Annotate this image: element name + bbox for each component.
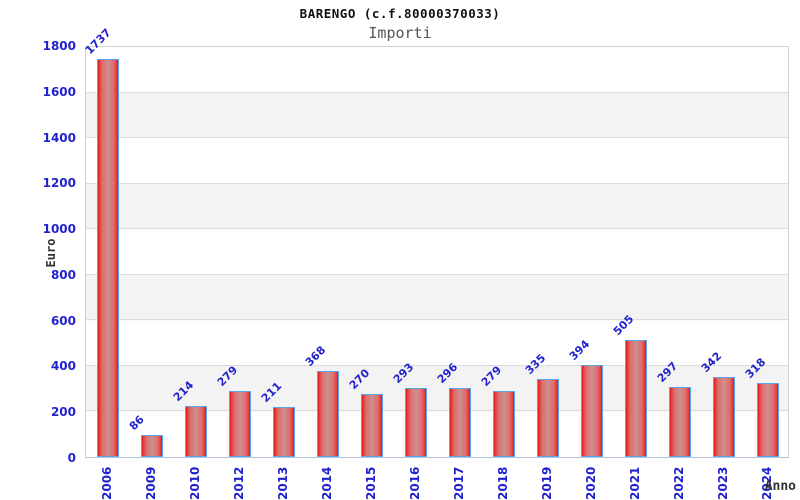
x-tick-label: 2022 — [672, 466, 686, 500]
bar-2014 — [317, 371, 339, 457]
x-tick-label: 2023 — [716, 466, 730, 500]
y-tick-label: 1400 — [42, 130, 76, 145]
bar-2015 — [361, 393, 383, 457]
bar-value-label: 335 — [522, 351, 549, 377]
chart-subtitle: Importi — [368, 24, 432, 42]
x-tick-label: 2012 — [232, 466, 246, 500]
bar-value-label: 214 — [170, 378, 197, 405]
bar-2021 — [625, 339, 647, 457]
x-tick-label: 2013 — [276, 466, 290, 500]
bar-value-label: 505 — [610, 312, 637, 338]
gridline — [86, 228, 788, 230]
bar-value-label: 297 — [654, 359, 681, 386]
bar-value-label: 279 — [214, 364, 241, 390]
gridline — [86, 182, 788, 184]
bar-2018 — [493, 391, 515, 457]
bar-2016 — [405, 388, 427, 457]
y-tick-label: 0 — [67, 451, 76, 465]
y-tick-label: 1000 — [42, 222, 76, 237]
y-tick-label: 1800 — [42, 39, 76, 53]
gridline — [86, 364, 788, 366]
bar-value-label: 394 — [566, 337, 593, 364]
y-axis-label: Euro — [44, 238, 58, 268]
bar-2020 — [581, 365, 603, 457]
bar-value-label: 342 — [698, 349, 725, 376]
x-tick-label: 2015 — [364, 466, 378, 500]
x-tick-label: 2021 — [628, 466, 642, 500]
gridline — [86, 137, 788, 139]
bar-value-label: 318 — [742, 355, 769, 381]
bar-value-label: 211 — [258, 379, 285, 405]
x-tick-label: 2014 — [320, 466, 334, 500]
bar-2010 — [185, 406, 207, 457]
bar-value-label: 86 — [126, 413, 147, 434]
bar-value-label: 270 — [346, 366, 373, 392]
bar-2017 — [449, 387, 471, 457]
x-tick-label: 2019 — [540, 466, 554, 500]
bar-value-label: 279 — [478, 364, 505, 390]
x-tick-label: 2020 — [584, 466, 598, 500]
chart-title: BARENGO (c.f.80000370033) — [299, 6, 501, 21]
bar-2012 — [229, 391, 251, 457]
x-tick-label: 2009 — [144, 466, 158, 500]
gridline — [86, 410, 788, 412]
x-tick-label: 2010 — [188, 466, 202, 500]
bar-2006 — [97, 59, 119, 457]
y-tick-label: 1200 — [42, 176, 76, 191]
x-tick-label: 2016 — [408, 466, 422, 500]
bar-2023 — [713, 377, 735, 457]
gridline — [86, 319, 788, 321]
gridline — [86, 273, 788, 275]
y-tick-label: 1600 — [42, 84, 76, 99]
x-tick-label: 2017 — [452, 466, 466, 500]
y-tick-label: 800 — [50, 267, 76, 282]
x-tick-label: 2006 — [100, 466, 114, 500]
bar-2022 — [669, 387, 691, 457]
x-tick-label: 2018 — [496, 466, 510, 500]
y-tick-label: 600 — [50, 313, 76, 328]
plot-area: 1737 86 214 279 211 368 270 293 296 279 335 394 505 2… — [83, 27, 789, 458]
y-tick-label: 400 — [50, 359, 76, 374]
bar-2009 — [141, 435, 163, 457]
x-axis-label: Anno — [764, 479, 796, 494]
gridline — [86, 91, 788, 93]
bar-2019 — [537, 378, 559, 457]
bar-2013 — [273, 406, 295, 457]
y-tick-label: 200 — [50, 405, 76, 420]
bar-2024 — [757, 382, 779, 457]
